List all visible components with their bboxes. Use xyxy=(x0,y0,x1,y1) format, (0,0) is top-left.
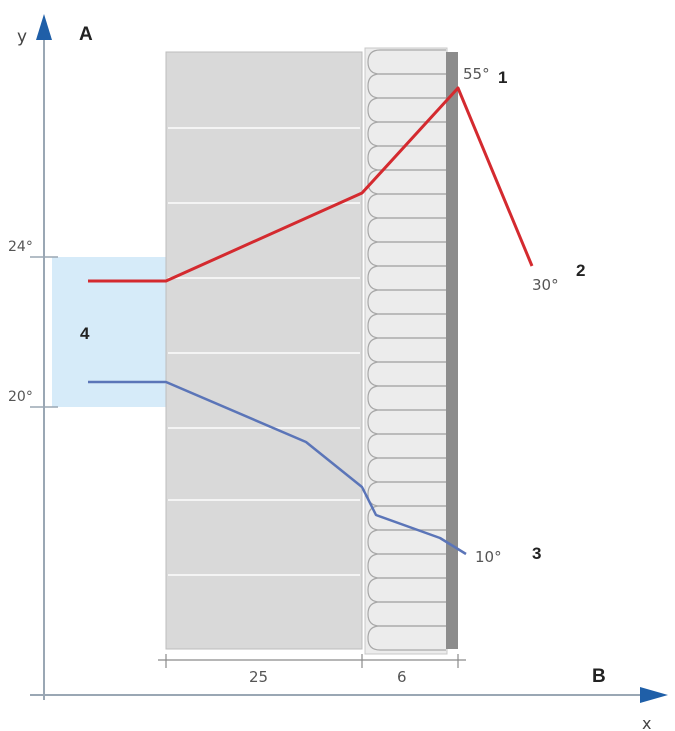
insulation-coil xyxy=(367,337,446,363)
wall-course-lines xyxy=(168,127,360,576)
thickness-dimension xyxy=(158,654,466,668)
marker-4: 4 xyxy=(80,324,90,343)
insulation-coil xyxy=(367,193,446,219)
insulation-coil xyxy=(367,97,446,123)
insulation-coil xyxy=(367,169,446,195)
insulation-coil xyxy=(367,49,446,75)
temp-label-10: 10° xyxy=(475,548,502,566)
insulation-thickness-label: 6 xyxy=(397,668,407,686)
insulation-coil xyxy=(367,217,446,243)
insulation-coil xyxy=(367,481,446,507)
insulation-coil xyxy=(367,313,446,339)
marker-1: 1 xyxy=(498,68,507,87)
insulation-coil xyxy=(367,433,446,459)
insulation-coil xyxy=(367,241,446,267)
insulation-coil xyxy=(367,265,446,291)
insulation-coil xyxy=(367,457,446,483)
wall-thickness-label: 25 xyxy=(249,668,268,686)
marker-3: 3 xyxy=(532,544,541,563)
insulation-coil xyxy=(367,73,446,99)
insulation-coil xyxy=(367,361,446,387)
insulation-coil xyxy=(367,529,446,555)
temp-label-30: 30° xyxy=(532,276,559,294)
temp-label-24: 24° xyxy=(8,239,33,255)
label-b: B xyxy=(592,666,606,687)
insulation-coil xyxy=(367,385,446,411)
insulation-coil xyxy=(367,577,446,603)
insulation-coil xyxy=(367,505,446,531)
x-axis-label: x xyxy=(642,714,651,731)
label-a: A xyxy=(79,24,93,45)
red-temperature-line xyxy=(88,86,534,283)
insulation-coil xyxy=(367,601,446,627)
y-axis-label: y xyxy=(17,27,27,47)
insulation-coil xyxy=(367,145,446,171)
insulation-coil xyxy=(367,409,446,435)
insulation-coils xyxy=(367,49,446,651)
insulation-coil xyxy=(367,289,446,315)
blue-temperature-line xyxy=(88,380,467,556)
temp-label-20: 20° xyxy=(8,389,33,405)
insulation-coil xyxy=(367,121,446,147)
insulation-layer xyxy=(364,47,448,655)
x-axis-arrow-icon xyxy=(640,687,668,703)
insulation-coil xyxy=(367,553,446,579)
marker-2: 2 xyxy=(576,261,585,280)
facade-layer xyxy=(446,52,458,649)
insulation-coil xyxy=(367,625,446,651)
y-axis-arrow-icon xyxy=(36,14,52,40)
masonry-wall xyxy=(165,51,363,650)
temp-label-55: 55° xyxy=(463,65,490,83)
